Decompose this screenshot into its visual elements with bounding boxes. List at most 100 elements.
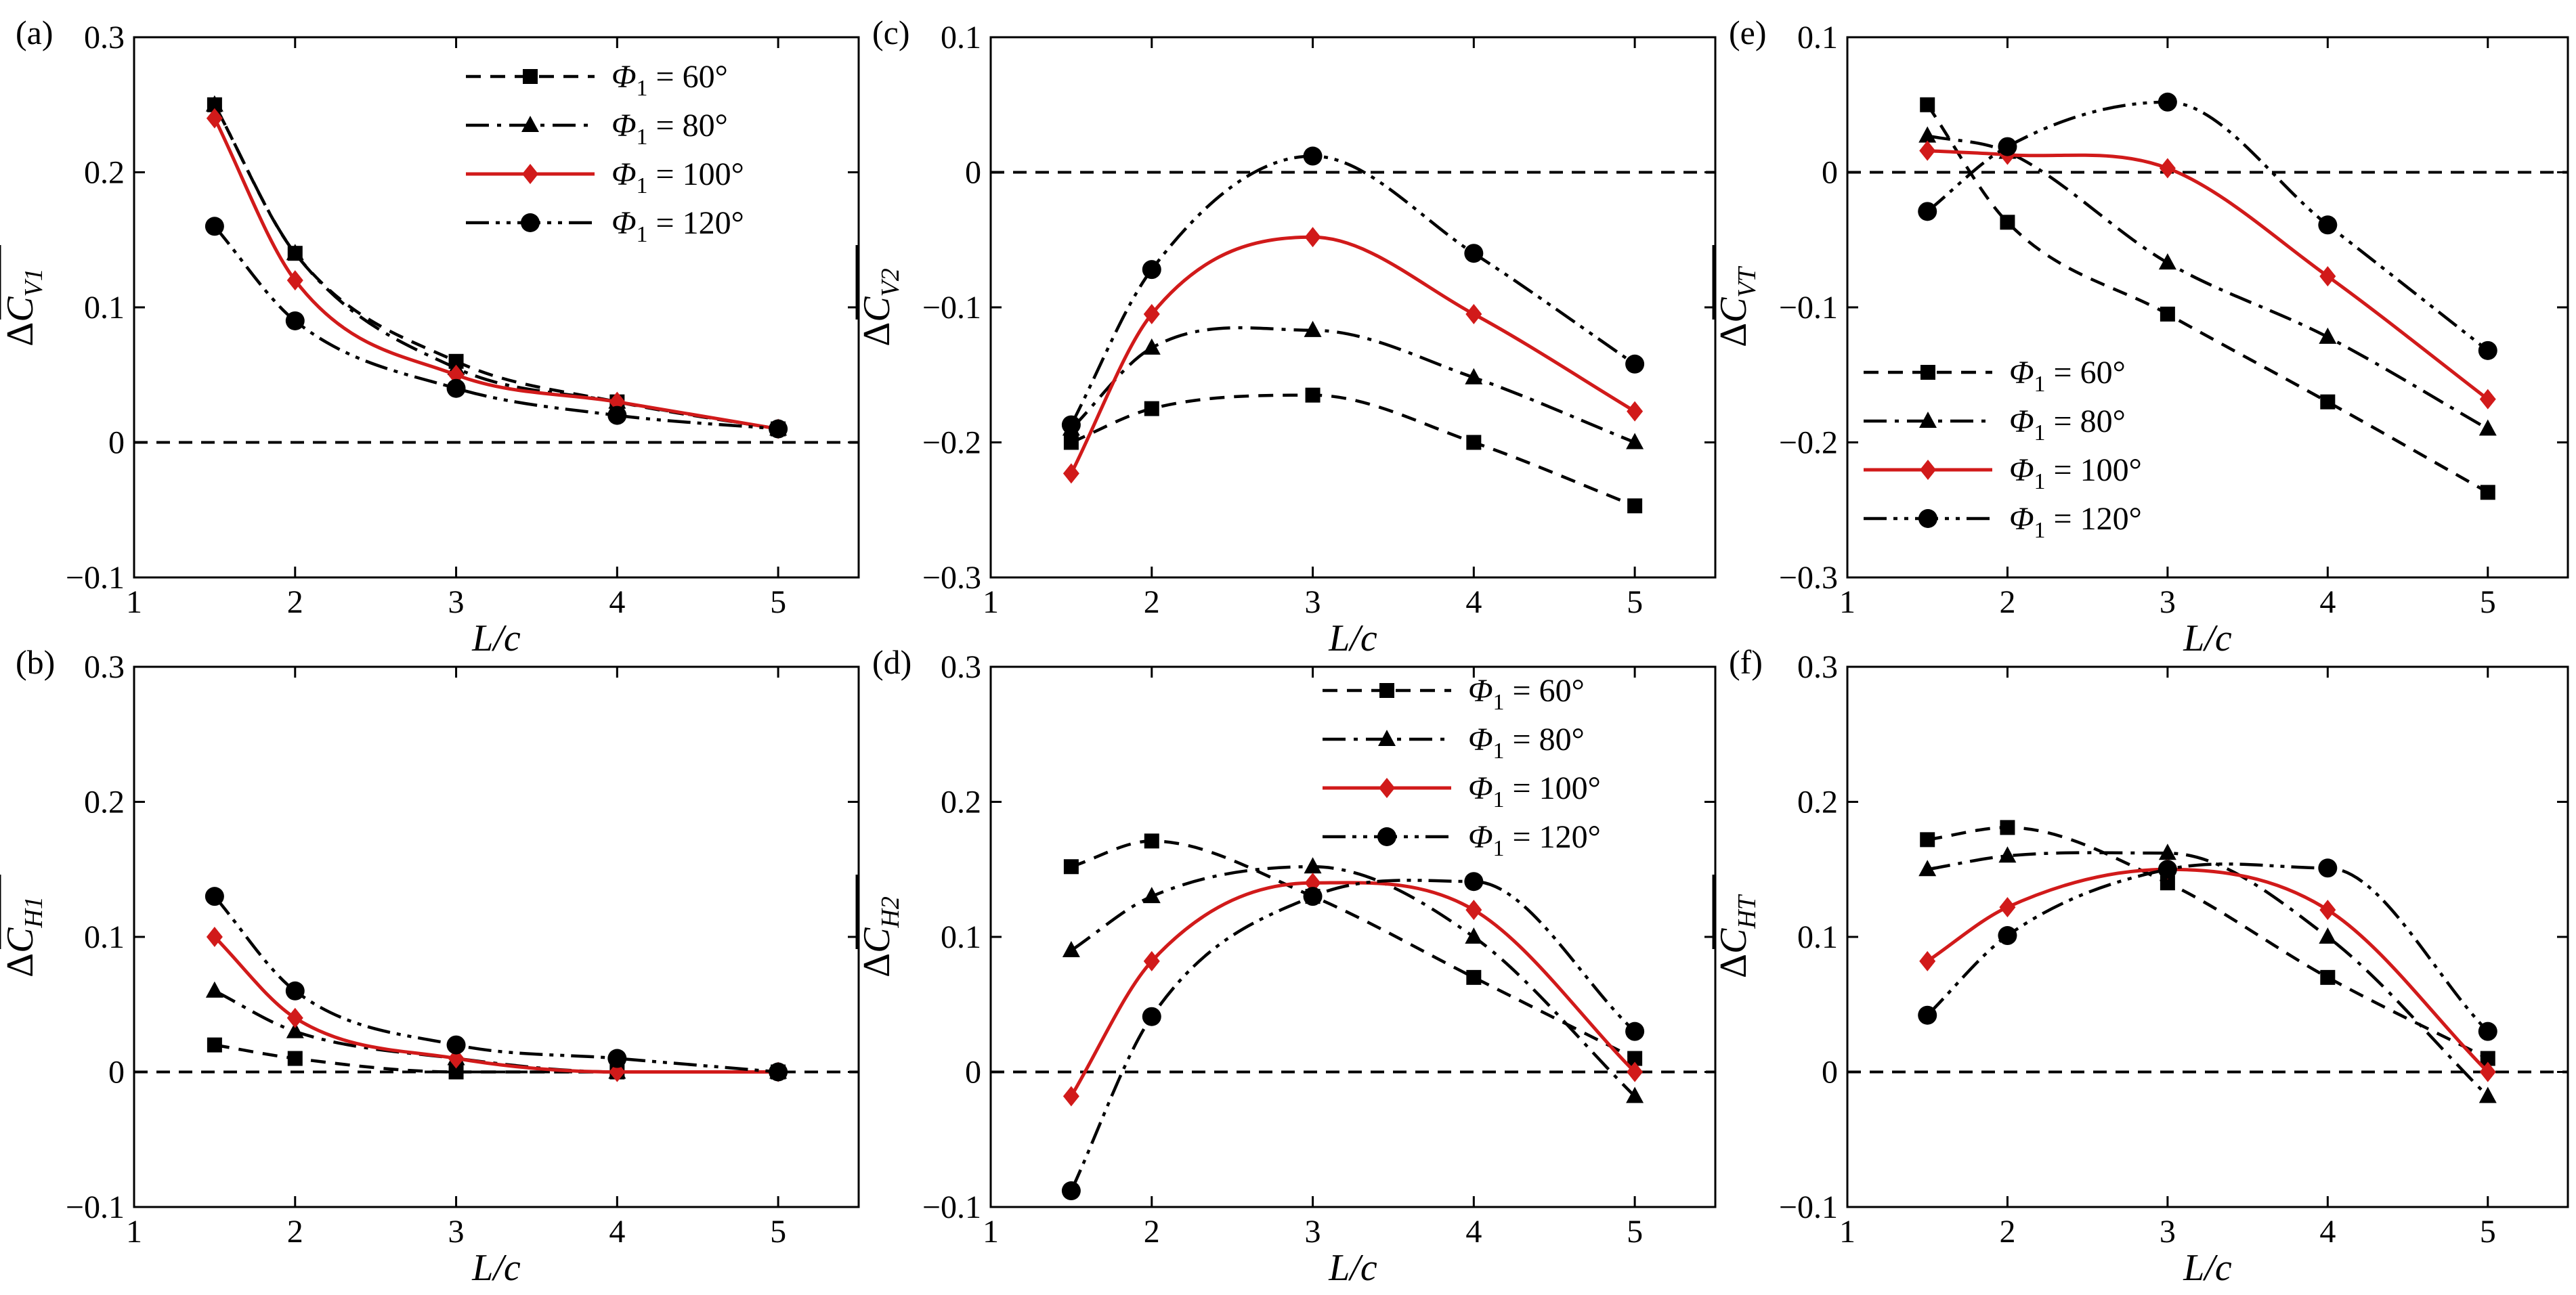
series-line bbox=[1071, 393, 1635, 508]
data-point bbox=[1142, 1007, 1161, 1026]
y-tick-label: 0.3 bbox=[84, 20, 125, 56]
data-point bbox=[1627, 498, 1643, 514]
panel-label: (b) bbox=[16, 643, 55, 681]
y-tick-label: −0.3 bbox=[922, 560, 981, 596]
plot-frame bbox=[133, 665, 860, 1208]
data-point bbox=[607, 1049, 627, 1068]
panel-label: (f) bbox=[1729, 643, 1763, 681]
legend-label: Φ1 = 120° bbox=[611, 205, 744, 247]
x-tick-label: 1 bbox=[1839, 584, 1855, 620]
data-point bbox=[1465, 927, 1483, 944]
data-point bbox=[2320, 394, 2336, 410]
y-tick-label: 0.1 bbox=[941, 20, 981, 56]
plot-frame bbox=[1846, 665, 2569, 1208]
plot-frame bbox=[989, 36, 1717, 579]
series-line bbox=[1069, 879, 1636, 1192]
data-point bbox=[1918, 126, 1937, 143]
data-point bbox=[1919, 950, 1936, 971]
series-line bbox=[213, 104, 779, 431]
data-point bbox=[446, 378, 466, 398]
y-axis-label-text: ΔCV2 bbox=[856, 268, 905, 347]
data-point bbox=[1061, 415, 1081, 435]
series-line bbox=[1926, 867, 2489, 1074]
x-tick-label: 5 bbox=[1627, 584, 1643, 620]
data-point bbox=[286, 1007, 303, 1028]
series-line bbox=[1070, 326, 1635, 444]
x-axis-label: L/c bbox=[471, 617, 521, 659]
y-axis-label-text: ΔCH2 bbox=[856, 896, 905, 978]
data-point bbox=[2319, 266, 2336, 287]
y-tick-label: −0.1 bbox=[922, 290, 981, 326]
y-axis-label: ΔCV1 bbox=[0, 245, 48, 347]
data-point bbox=[1626, 1087, 1644, 1103]
legend-marker bbox=[1377, 827, 1396, 846]
data-point bbox=[2319, 900, 2336, 921]
y-tick-label: 0 bbox=[1822, 1055, 1838, 1091]
legend-marker bbox=[1379, 683, 1394, 698]
data-point bbox=[2160, 306, 2175, 322]
y-tick-label: −0.1 bbox=[66, 560, 125, 596]
legend-marker bbox=[523, 69, 538, 84]
series bbox=[206, 108, 787, 439]
y-tick-label: 0.2 bbox=[84, 785, 125, 820]
series bbox=[1062, 857, 1644, 1103]
data-point bbox=[1063, 859, 1079, 875]
y-tick-label: −0.2 bbox=[1779, 425, 1838, 461]
x-tick-label: 2 bbox=[1144, 1214, 1160, 1250]
x-tick-label: 2 bbox=[1144, 584, 1160, 620]
data-point bbox=[1626, 433, 1644, 449]
x-tick-label: 1 bbox=[983, 1214, 999, 1250]
data-point bbox=[1143, 950, 1160, 971]
legend-label: Φ1 = 80° bbox=[1468, 722, 1585, 764]
data-point bbox=[205, 95, 223, 112]
legend-marker bbox=[521, 116, 539, 132]
y-axis-label-text: ΔCVT bbox=[1713, 265, 1761, 347]
data-point bbox=[2480, 485, 2495, 500]
legend-label: Φ1 = 100° bbox=[2009, 452, 2142, 494]
y-tick-label: 0.1 bbox=[1797, 919, 1838, 955]
plot-frame bbox=[133, 36, 860, 579]
series bbox=[1918, 92, 2497, 360]
x-axis-label: L/c bbox=[471, 1247, 521, 1289]
series-line bbox=[1069, 154, 1636, 426]
data-point bbox=[1062, 463, 1079, 484]
x-tick-label: 5 bbox=[2480, 1214, 2496, 1250]
y-tick-label: 0 bbox=[108, 1055, 125, 1091]
series bbox=[1061, 872, 1645, 1201]
data-point bbox=[1998, 137, 2017, 156]
legend-marker bbox=[1379, 778, 1395, 798]
y-axis-label-text: ΔCH1 bbox=[0, 896, 48, 978]
panel-label: (c) bbox=[872, 14, 910, 51]
data-point bbox=[1465, 900, 1482, 921]
data-point bbox=[286, 1022, 304, 1038]
x-tick-label: 1 bbox=[126, 1214, 142, 1250]
data-point bbox=[2478, 419, 2497, 436]
x-tick-label: 5 bbox=[770, 1214, 786, 1250]
x-tick-label: 4 bbox=[2319, 1214, 2336, 1250]
x-tick-label: 1 bbox=[126, 584, 142, 620]
x-tick-label: 3 bbox=[1305, 584, 1321, 620]
legend: Φ1 = 60° Φ1 = 80° Φ1 = 100° Φ1 = 120° bbox=[1323, 673, 1601, 861]
chart-panel: 1 2 3 4 5 −0.3 −0.2 −0.1 0 0.1 bbox=[922, 20, 1717, 620]
y-tick-label: −0.1 bbox=[1779, 1189, 1838, 1225]
x-tick-label: 4 bbox=[1465, 584, 1482, 620]
data-point bbox=[2000, 215, 2015, 230]
x-tick-label: 4 bbox=[1465, 1214, 1482, 1250]
series bbox=[1919, 859, 2496, 1082]
data-point bbox=[1465, 368, 1483, 385]
data-point bbox=[1303, 887, 1323, 906]
y-tick-label: 0.3 bbox=[1797, 649, 1838, 685]
data-point bbox=[206, 108, 223, 129]
x-axis-label: L/c bbox=[1328, 1247, 1377, 1289]
data-point bbox=[446, 1035, 466, 1055]
x-tick-label: 3 bbox=[2160, 1214, 2176, 1250]
data-point bbox=[2480, 1051, 2495, 1066]
data-point bbox=[2158, 860, 2177, 879]
y-tick-label: −0.1 bbox=[1779, 290, 1838, 326]
data-point bbox=[1627, 1061, 1644, 1082]
data-point bbox=[2318, 858, 2338, 878]
chart-panel: 1 2 3 4 5 −0.1 0 0.1 0.2 0.3 bbox=[1779, 649, 2569, 1250]
x-tick-label: 3 bbox=[448, 584, 465, 620]
y-tick-label: 0.2 bbox=[941, 785, 981, 820]
legend: Φ1 = 60° Φ1 = 80° Φ1 = 100° Φ1 = 120° bbox=[466, 59, 744, 247]
